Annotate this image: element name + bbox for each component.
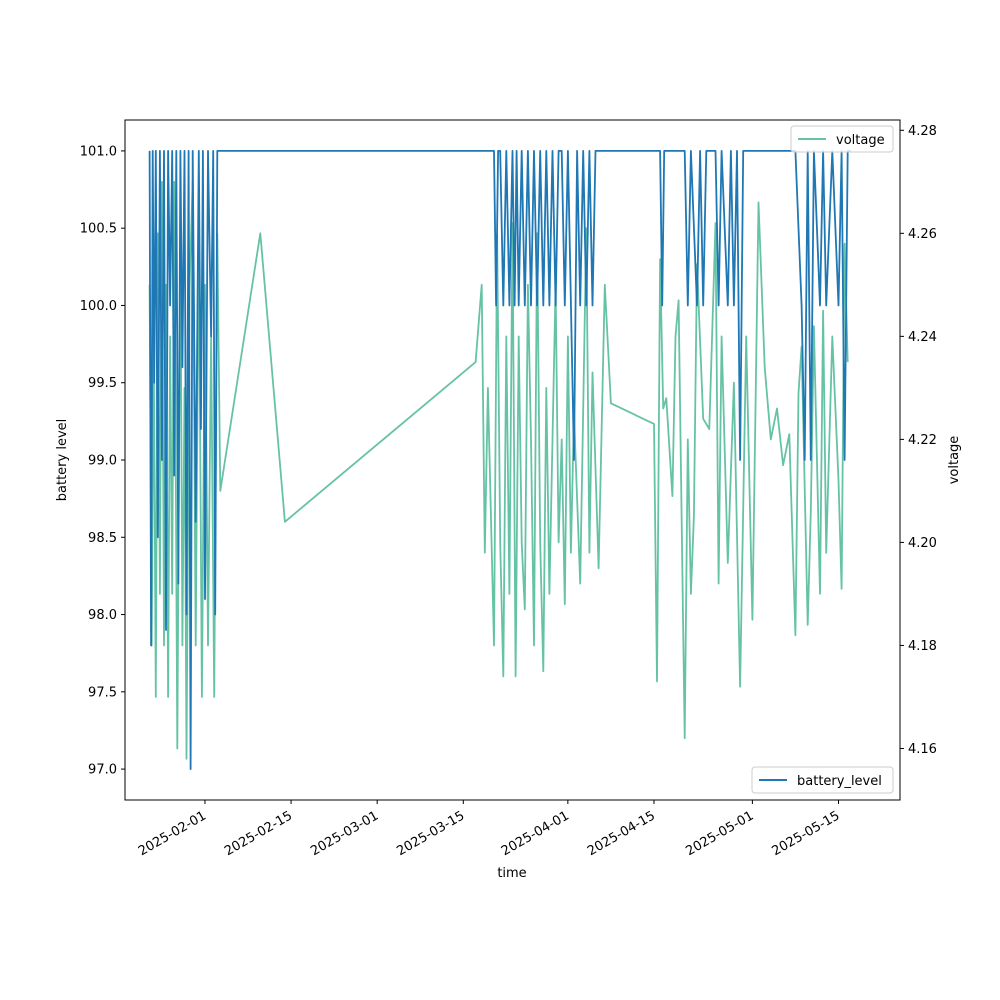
- left-y-axis-label: battery level: [55, 419, 70, 502]
- voltage-legend: voltage: [790, 125, 894, 153]
- right-y-axis-label: voltage: [947, 436, 962, 485]
- right-y-tick-label: 4.20: [908, 536, 937, 551]
- battery-level-legend: battery_level: [751, 766, 894, 794]
- voltage-legend-label: voltage: [836, 133, 885, 148]
- left-y-tick-label: 98.5: [88, 531, 117, 546]
- right-y-tick-label: 4.26: [908, 227, 937, 242]
- left-y-tick-label: 100.5: [80, 222, 117, 237]
- battery-level-legend-label: battery_level: [797, 774, 882, 789]
- battery-level-legend-box: [751, 766, 894, 794]
- battery-level-series-line: [148, 149, 851, 770]
- right-y-tick-label: 4.24: [908, 330, 937, 345]
- x-axis-label: time: [497, 866, 526, 881]
- left-y-tick-label: 97.0: [88, 763, 117, 778]
- voltage-legend-box: [790, 125, 894, 153]
- left-y-tick-label: 99.0: [88, 454, 117, 469]
- voltage-series-line: [148, 180, 849, 760]
- left-y-tick-label: 101.0: [80, 144, 117, 159]
- right-y-tick-label: 4.22: [908, 433, 937, 448]
- series-layer: [148, 149, 851, 770]
- right-y-tick-label: 4.28: [908, 124, 937, 139]
- left-y-tick-label: 100.0: [80, 299, 117, 314]
- left-y-tick-label: 99.5: [88, 376, 117, 391]
- left-y-tick-label: 97.5: [88, 685, 117, 700]
- right-y-tick-label: 4.16: [908, 742, 937, 757]
- right-y-axis: 4.16 4.18 4.20 4.22 4.24 4.26 4.28: [900, 124, 937, 757]
- left-y-tick-label: 98.0: [88, 608, 117, 623]
- right-y-tick-label: 4.18: [908, 639, 937, 654]
- left-y-axis: 97.0 97.5 98.0 98.5 99.0 99.5 100.0 100.5 101.0: [80, 144, 125, 778]
